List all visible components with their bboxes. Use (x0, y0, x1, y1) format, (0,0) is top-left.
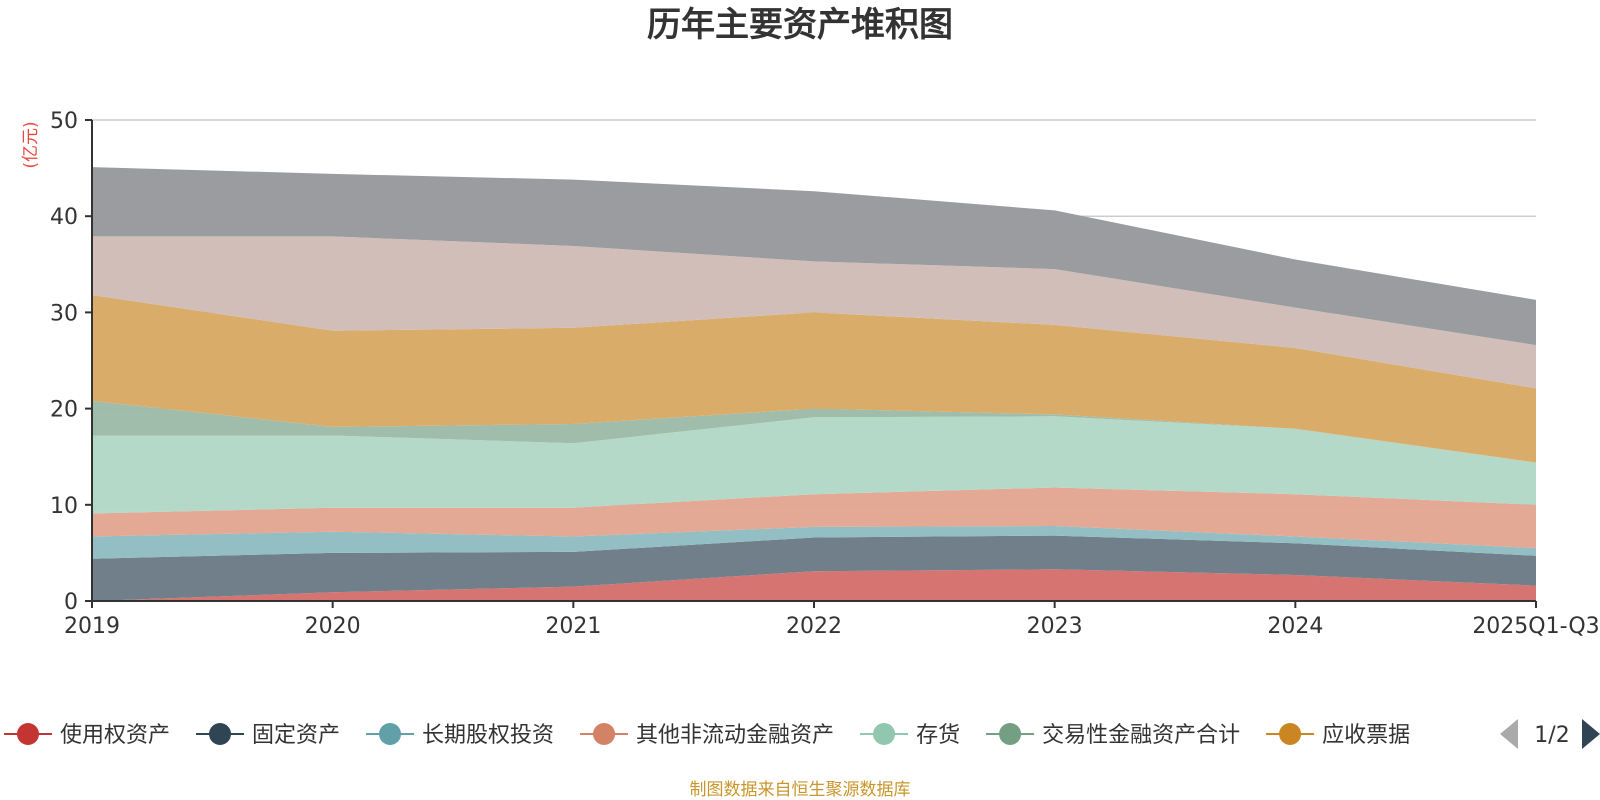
area-series-1[interactable] (92, 569, 1536, 601)
legend[interactable]: 使用权资产 固定资产 长期股权投资 其他非流动金融资产 存货 交易性金融资产合计 应收票据 1… (4, 719, 1600, 749)
area-series-4[interactable] (92, 487, 1536, 549)
legend-marker-icon (873, 723, 896, 745)
x-tick-label: 2023 (1027, 614, 1083, 639)
x-tick-label: 2019 (64, 614, 120, 639)
legend-page-indicator: 1/2 (1534, 723, 1569, 748)
y-tick-label: 0 (64, 590, 78, 615)
y-tick-label: 40 (50, 205, 78, 230)
legend-marker-icon (1279, 723, 1302, 745)
chart-title: 历年主要资产堆积图 (647, 5, 953, 45)
legend-marker-icon (209, 723, 232, 745)
legend-marker-icon (379, 723, 402, 745)
area-series-6[interactable] (92, 400, 1536, 463)
data-source-footer: 制图数据来自恒生聚源数据库 (690, 780, 911, 800)
legend-next-page-icon[interactable] (1582, 719, 1600, 749)
legend-item-3[interactable]: 长期股权投资 (366, 723, 554, 748)
legend-item-6[interactable]: 交易性金融资产合计 (986, 723, 1240, 748)
y-tick-label: 30 (50, 301, 78, 326)
area-series-group (92, 167, 1536, 601)
x-tick-label: 2022 (786, 614, 842, 639)
area-series-8[interactable] (92, 236, 1536, 389)
x-tick-label: 2025Q1-Q3 (1472, 614, 1599, 639)
y-tick-label: 20 (50, 398, 78, 423)
area-series-9[interactable] (92, 167, 1536, 346)
legend-item-7[interactable]: 应收票据 (1266, 723, 1410, 748)
area-series-2[interactable] (92, 535, 1536, 601)
area-series-3[interactable] (92, 526, 1536, 559)
legend-label: 应收票据 (1322, 723, 1410, 748)
area-series-7[interactable] (92, 295, 1536, 463)
legend-prev-page-icon[interactable] (1500, 719, 1518, 749)
legend-item-4[interactable]: 其他非流动金融资产 (580, 723, 834, 748)
x-tick-label: 2020 (305, 614, 361, 639)
legend-label: 存货 (916, 723, 960, 748)
legend-item-2[interactable]: 固定资产 (196, 723, 340, 748)
legend-label: 其他非流动金融资产 (636, 723, 834, 748)
legend-item-5[interactable]: 存货 (860, 723, 960, 748)
y-tick-label: 50 (50, 109, 78, 134)
y-tick-label: 10 (50, 494, 78, 519)
axes: 0 10 20 30 40 50 2019 2020 2021 2022 2023 2024 2025Q… (50, 109, 1600, 639)
legend-label: 长期股权投资 (422, 723, 554, 748)
legend-label: 交易性金融资产合计 (1042, 723, 1240, 748)
legend-label: 使用权资产 (60, 723, 170, 748)
legend-label: 固定资产 (252, 723, 340, 748)
legend-item-1[interactable]: 使用权资产 (4, 723, 170, 748)
legend-marker-icon (593, 723, 616, 745)
x-tick-label: 2021 (545, 614, 601, 639)
legend-marker-icon (17, 723, 39, 745)
legend-marker-icon (999, 723, 1022, 745)
y-axis-unit-label: (亿元) (21, 121, 41, 168)
x-tick-label: 2024 (1267, 614, 1323, 639)
area-series-5[interactable] (92, 416, 1536, 514)
